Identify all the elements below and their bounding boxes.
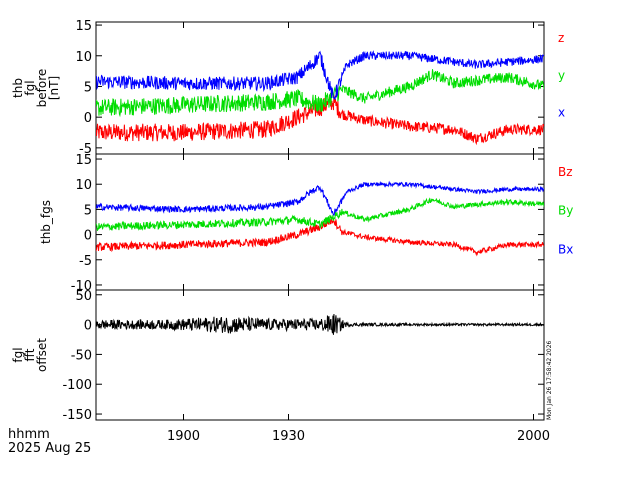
y-tick-label: 10 [75,50,92,65]
y-tick-label: -100 [62,378,92,393]
series-line [96,180,544,216]
y-tick-label: 15 [75,153,92,168]
timestamp-label: Mon Jan 26 17:58:42 2026 [546,340,553,420]
x-axis: 1900 1930 2000 [167,429,550,444]
panel-frame [95,289,545,421]
y-axis-label: fgl [11,347,25,362]
x-axis-unit-label: hhmm [8,427,50,442]
y-tick-label: -150 [62,408,92,423]
y-tick-label: 50 [75,289,92,304]
y-tick-label: 0 [84,319,92,334]
y-tick-label: 5 [84,203,92,218]
y-tick-label: 10 [75,178,92,193]
y-axis-label: [nT] [47,76,61,100]
y-tick-label: -5 [79,142,92,157]
x-tick-label: 1900 [167,429,200,444]
series-line [96,313,544,335]
legend-label: z [558,31,564,45]
y-axis-label: fgl [23,80,37,95]
y-tick-label: -50 [71,348,92,363]
date-label: 2025 Aug 25 [8,441,91,456]
y-axis-label: before [35,69,49,108]
x-tick-label: 1930 [272,429,305,444]
series-line [96,50,544,100]
x-tick-label: 2000 [517,429,550,444]
y-tick-label: 0 [84,229,92,244]
legend-label: x [558,106,565,120]
series-line [96,69,544,118]
y-tick-label: -10 [71,279,92,294]
legend-label: By [558,204,573,218]
series-line [96,94,544,146]
y-tick-label: -5 [79,254,92,269]
y-tick-label: 5 [84,80,92,95]
legend-label: y [558,68,565,82]
panel-fgs: -10 -5 0 5 10 15 thb_fgs Bz By Bx [39,153,573,294]
series-line [96,197,544,231]
y-axis-label: thb [11,78,25,98]
y-axis-label: fft [23,348,37,361]
y-tick-label: 15 [75,19,92,34]
y-axis-label: thb_fgs [39,200,53,244]
legend-label: Bx [558,242,573,256]
y-axis-label: offset [35,338,49,372]
legend-label: Bz [558,165,573,179]
y-tick-label: 0 [84,111,92,126]
